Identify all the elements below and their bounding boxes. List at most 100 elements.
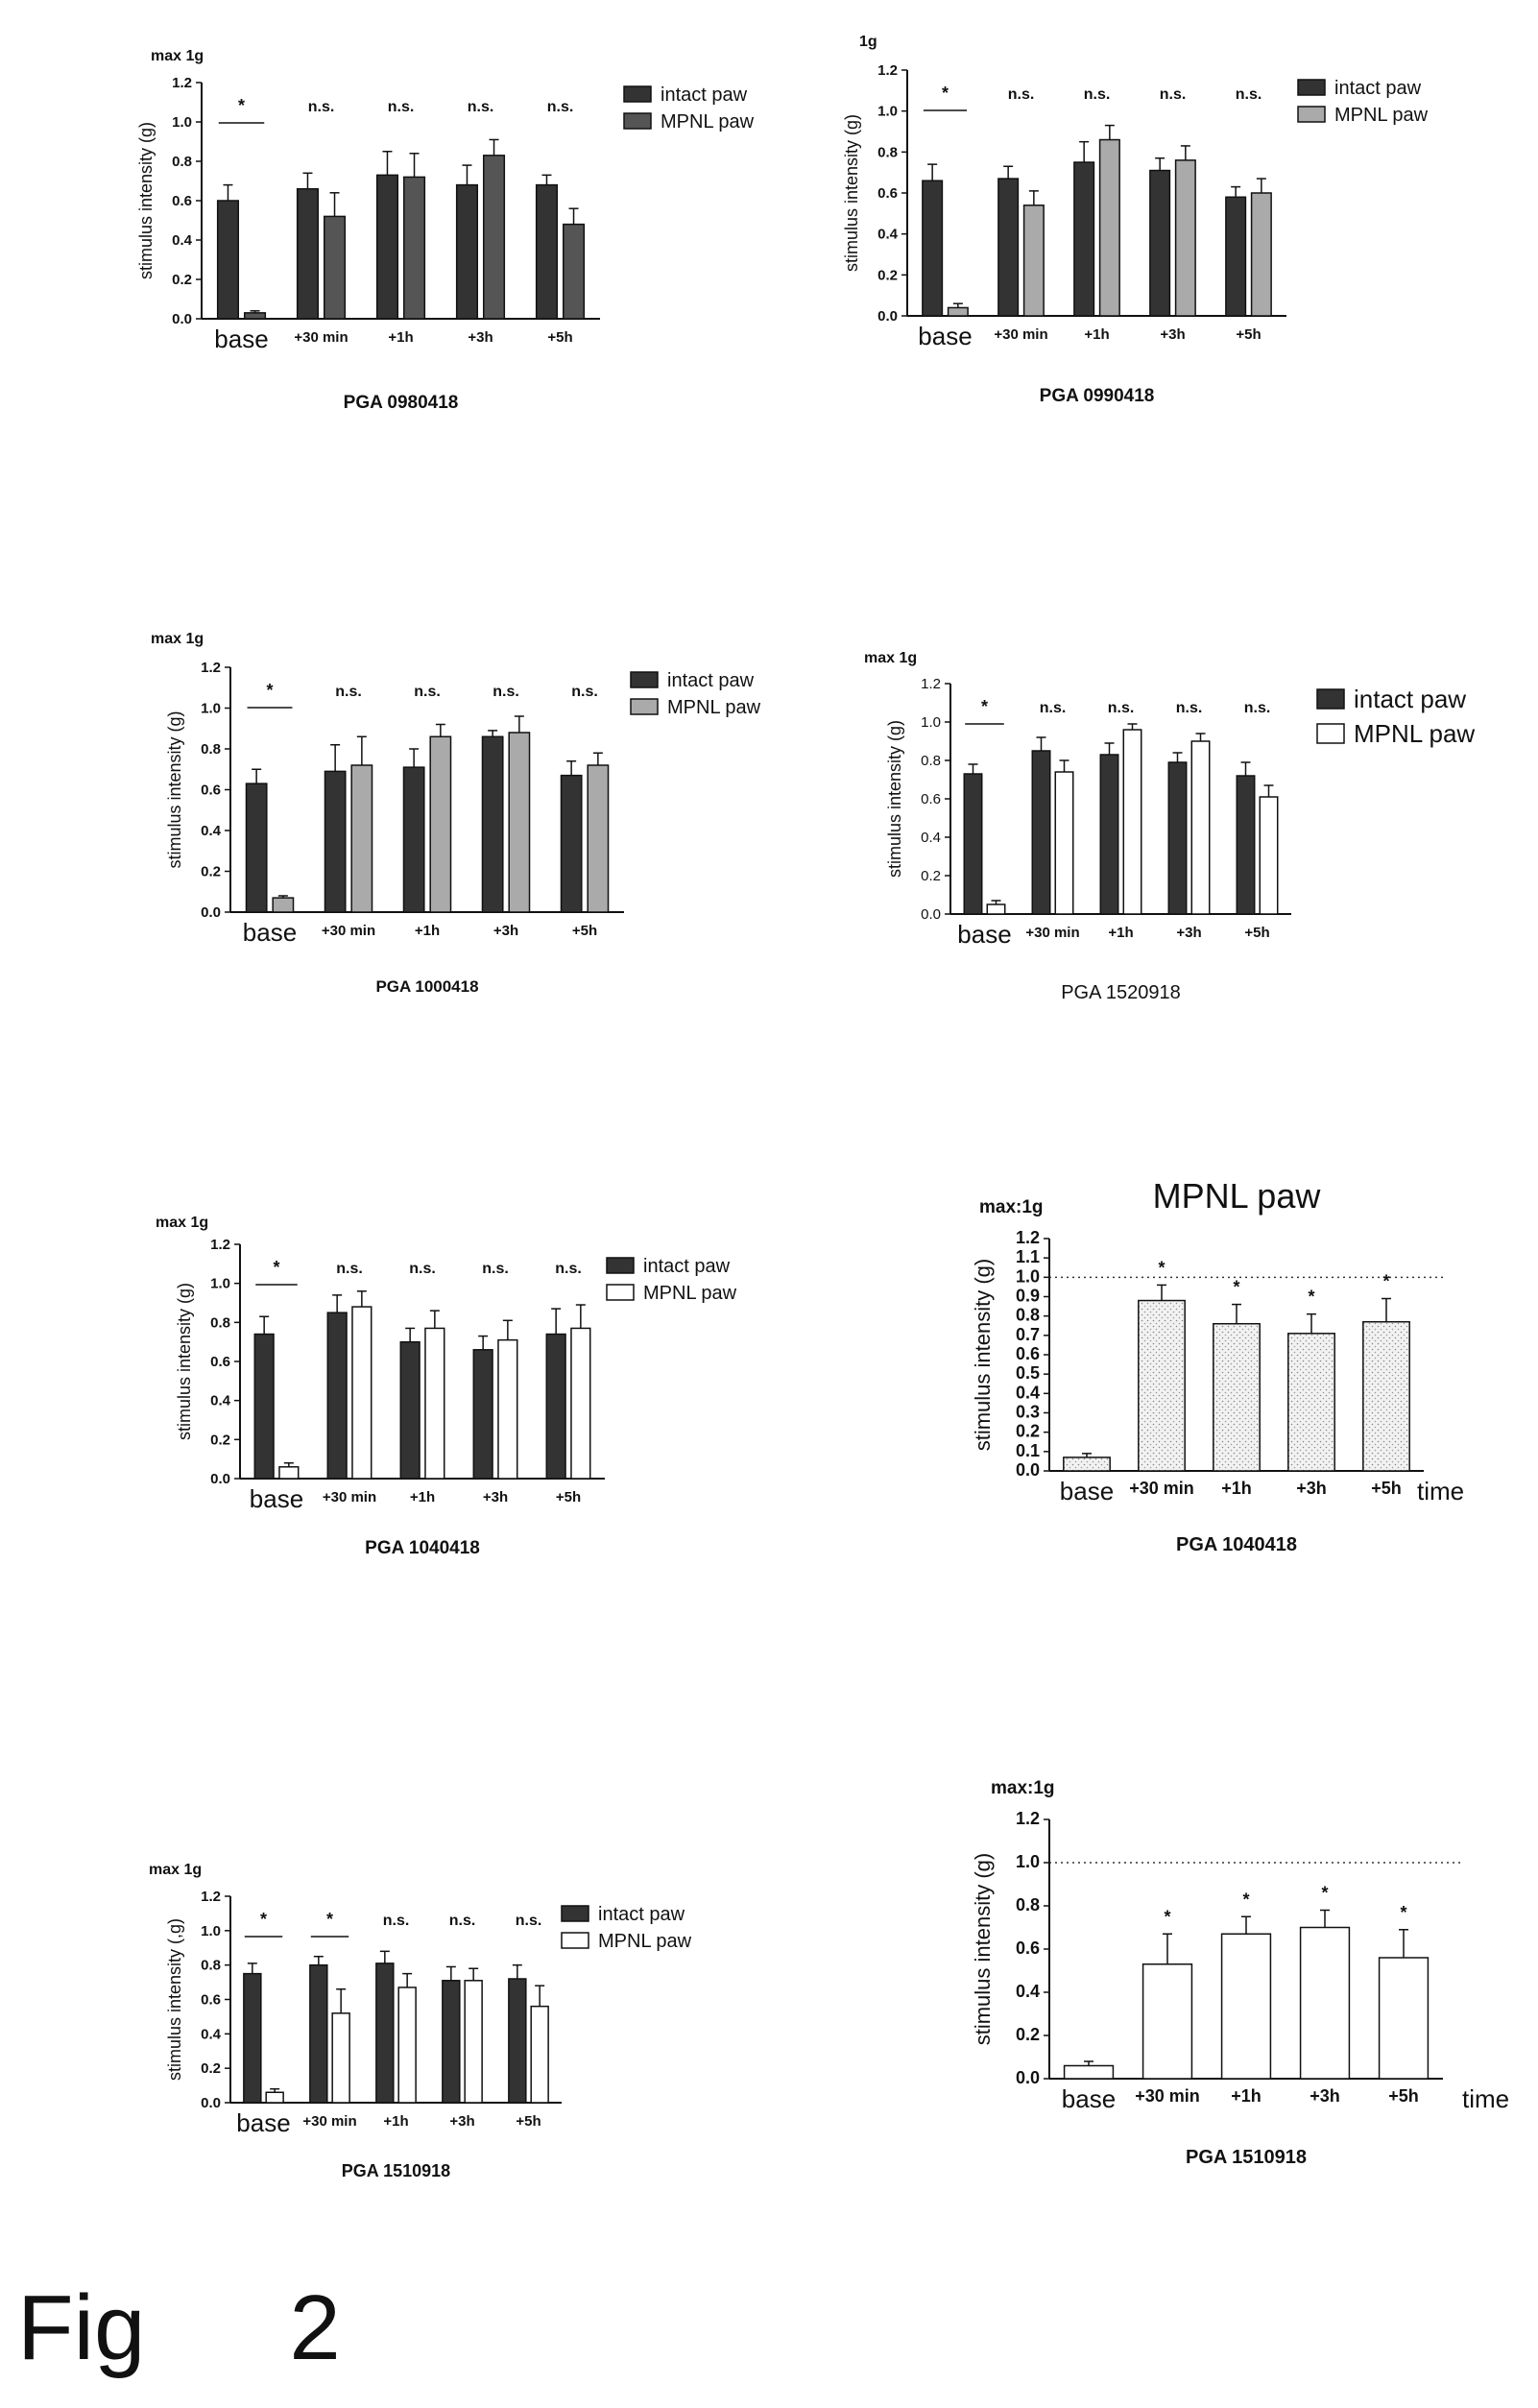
y-tick-label: 0.9 <box>1016 1287 1040 1306</box>
y-tick-label: 0.8 <box>172 154 192 170</box>
y-tick-label: 0.4 <box>201 823 222 839</box>
legend-swatch <box>1316 688 1345 710</box>
bar <box>497 1338 518 1480</box>
category-label: +1h <box>388 329 413 346</box>
bar <box>1031 750 1051 915</box>
bar <box>243 1972 262 2104</box>
significance-label: n.s. <box>449 1913 476 1929</box>
significance-label: * <box>238 96 245 115</box>
bar <box>216 200 240 320</box>
bar <box>1063 2064 1115 2080</box>
category-label: base <box>1062 2084 1116 2113</box>
significance-label: n.s. <box>1176 700 1203 716</box>
bar <box>272 897 295 913</box>
y-tick-label: 1.2 <box>921 676 941 692</box>
y-tick-label: 1.2 <box>1016 1809 1040 1828</box>
bar <box>1213 1322 1261 1472</box>
significance-label: n.s. <box>547 99 574 115</box>
significance-label: * <box>1233 1278 1239 1297</box>
y-axis-label: stimulus intensity (g) <box>842 114 861 272</box>
bar <box>296 187 320 320</box>
y-tick-label: 0.4 <box>201 2026 222 2042</box>
bar <box>1190 740 1211 915</box>
bar <box>399 1340 421 1480</box>
category-label: +30 min <box>322 923 375 939</box>
corner-note: max:1g <box>979 1197 1044 1217</box>
category-label: +5h <box>1244 925 1269 941</box>
bar <box>350 764 373 913</box>
y-tick-label: 1.2 <box>210 1237 230 1253</box>
category-label: +1h <box>1221 1479 1252 1498</box>
chart-subtitle: PGA 1040418 <box>1176 1534 1297 1555</box>
significance-label: n.s. <box>571 684 598 700</box>
significance-label: n.s. <box>335 684 362 700</box>
y-tick-label: 0.6 <box>1016 1938 1040 1958</box>
legend-label: intact paw <box>643 1256 731 1277</box>
significance-label: * <box>326 1910 333 1929</box>
category-label: +5h <box>556 1489 581 1505</box>
legend-swatch <box>623 112 652 130</box>
y-tick-label: 0.4 <box>877 227 899 243</box>
y-axis-label: stimulus intensity (g) <box>136 122 156 279</box>
category-label: +1h <box>410 1489 435 1505</box>
bar <box>429 735 452 913</box>
chart-2: 0.0 0.2 0.4 0.6 0.8 1.0 1.2 stimulus intensity … <box>842 34 1429 406</box>
legend-swatch <box>561 1905 589 1922</box>
bar <box>1250 192 1272 317</box>
bar <box>545 1333 566 1480</box>
category-label: +30 min <box>1129 1479 1194 1498</box>
significance-label: * <box>1164 1907 1170 1926</box>
y-tick-label: 0.2 <box>1016 1422 1040 1441</box>
y-tick-label: 1.0 <box>921 714 941 731</box>
y-axis-label: stimulus intensity (,g) <box>165 1918 184 2081</box>
legend-swatch <box>630 671 659 688</box>
y-tick-label: 0.6 <box>201 783 221 799</box>
y-tick-label: 1.0 <box>1016 1266 1040 1286</box>
bar <box>243 312 267 320</box>
significance-label: n.s. <box>409 1261 436 1277</box>
legend-label: MPNL paw <box>643 1283 737 1304</box>
bar <box>1225 196 1247 317</box>
bar <box>323 215 347 320</box>
bar <box>963 773 983 915</box>
bar <box>265 2091 284 2104</box>
bar <box>1259 796 1279 915</box>
bar <box>324 770 347 913</box>
bar <box>1287 1333 1335 1472</box>
significance-label: * <box>1158 1258 1165 1277</box>
bar <box>326 1312 348 1480</box>
bar <box>587 764 610 913</box>
y-tick-label: 0.5 <box>1016 1363 1040 1383</box>
legend-label: MPNL paw <box>667 697 761 718</box>
y-tick-label: 0.8 <box>1016 1306 1040 1325</box>
bar <box>570 1327 591 1480</box>
bar <box>375 1963 395 2104</box>
legend-label: intact paw <box>1334 78 1422 99</box>
y-tick-label: 1.2 <box>1016 1228 1040 1247</box>
legend-swatch <box>1297 106 1326 123</box>
y-tick-label: 1.2 <box>201 660 221 676</box>
chart-title: PGA 1510918 <box>1186 2147 1307 2168</box>
category-label: +30 min <box>1025 925 1079 941</box>
bar <box>1138 1299 1186 1472</box>
bar <box>1299 1926 1351 2080</box>
chart-title: MPNL paw <box>1153 1176 1322 1216</box>
bar <box>351 1306 372 1480</box>
y-tick-label: 0.6 <box>921 791 941 807</box>
legend-label: MPNL paw <box>1354 719 1475 748</box>
legend-swatch <box>630 698 659 715</box>
y-tick-label: 0.8 <box>201 741 221 758</box>
significance-label: * <box>273 1258 279 1277</box>
bar <box>1063 1457 1111 1472</box>
significance-label: n.s. <box>414 684 441 700</box>
significance-label: n.s. <box>1236 86 1262 103</box>
category-label: +3h <box>468 329 493 346</box>
significance-label: n.s. <box>1040 700 1067 716</box>
chart-title: PGA 0990418 <box>1040 386 1155 406</box>
significance-label: * <box>1308 1288 1314 1307</box>
bar <box>455 183 479 320</box>
chart-title: PGA 0980418 <box>344 393 459 413</box>
bar <box>562 223 586 320</box>
y-tick-label: 0.0 <box>210 1471 230 1487</box>
category-label: +1h <box>383 2113 408 2130</box>
